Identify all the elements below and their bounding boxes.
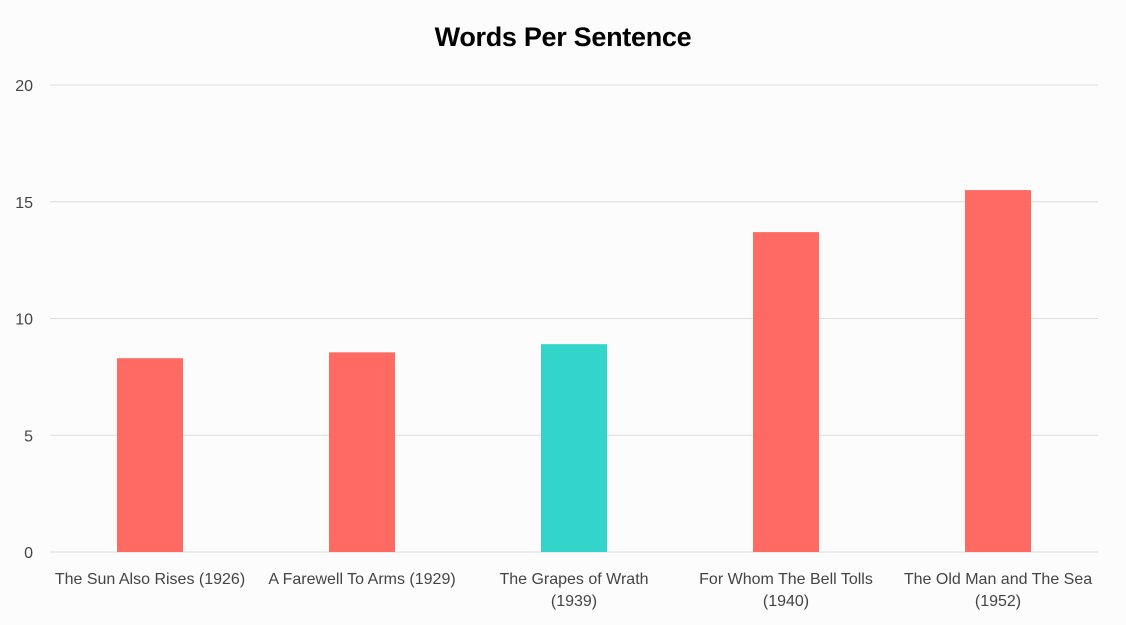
bar <box>541 344 607 552</box>
y-tick-label: 0 <box>24 545 33 562</box>
x-category-label: The Sun Also Rises (1926) <box>55 571 245 588</box>
bar <box>753 232 819 553</box>
chart-title: Words Per Sentence <box>434 22 692 52</box>
bar <box>117 358 183 552</box>
y-axis-ticks: 0 5 10 15 20 <box>15 78 33 562</box>
bars <box>117 190 1031 553</box>
bar <box>965 190 1031 552</box>
bar <box>329 352 395 552</box>
x-category-label: A Farewell To Arms (1929) <box>268 571 455 588</box>
y-tick-label: 20 <box>15 78 33 95</box>
x-category-label: The Old Man and The Sea (1952) <box>904 571 1092 610</box>
x-category-label: For Whom The Bell Tolls (1940) <box>699 571 873 610</box>
y-tick-label: 15 <box>15 195 33 212</box>
x-category-label: The Grapes of Wrath (1939) <box>499 571 648 610</box>
y-tick-label: 5 <box>24 428 33 445</box>
y-tick-label: 10 <box>15 312 33 329</box>
x-axis-labels: The Sun Also Rises (1926) A Farewell To A… <box>55 571 1092 610</box>
